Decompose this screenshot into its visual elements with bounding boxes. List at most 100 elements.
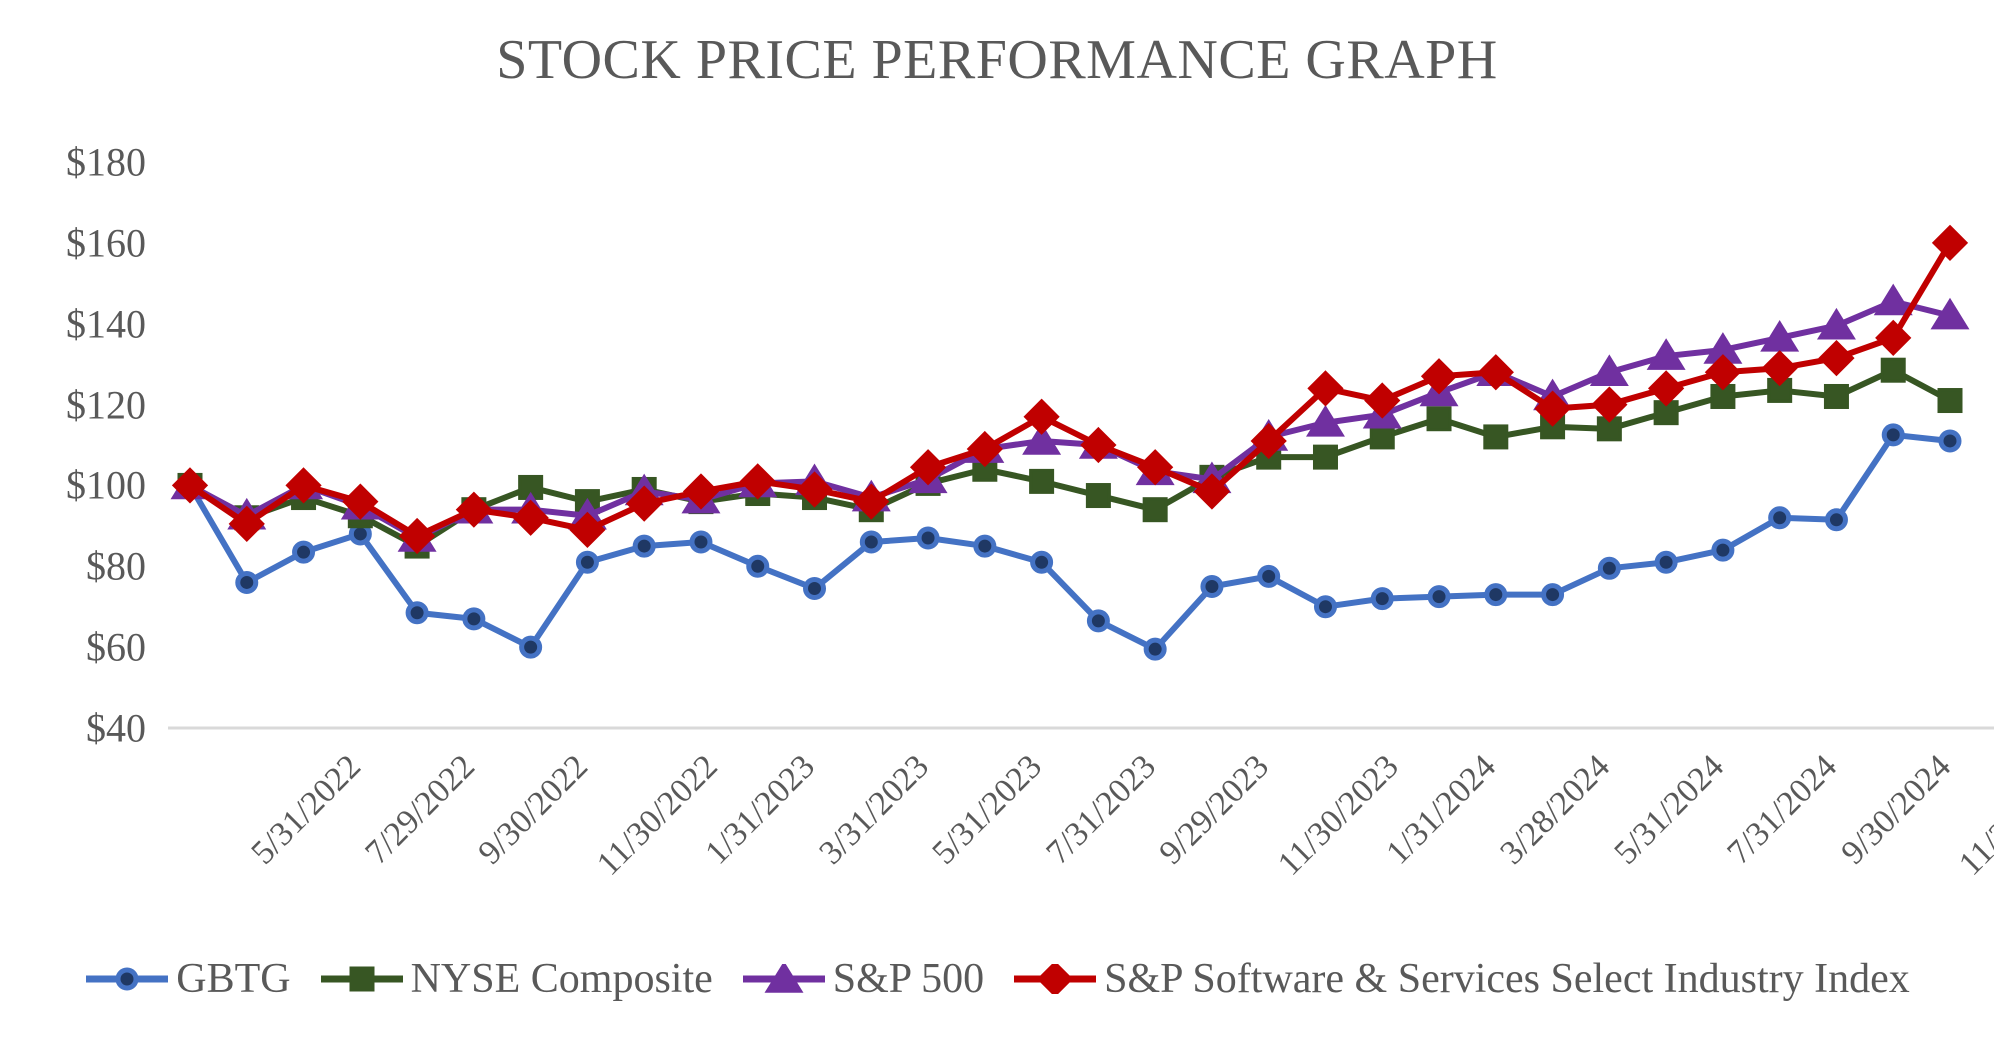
series-line [187, 239, 1953, 539]
page-title: STOCK PRICE PERFORMANCE GRAPH [496, 29, 1498, 91]
square-marker-icon [319, 964, 405, 994]
data-point-square-marker [1937, 388, 1963, 414]
data-point-diamond-marker [1193, 473, 1231, 510]
data-point-square-marker [1085, 483, 1111, 509]
legend-item-label: GBTG [176, 956, 291, 1002]
data-point-diamond-marker [1250, 422, 1287, 460]
data-point-triangle-marker [1646, 338, 1686, 370]
data-point-diamond-marker [398, 517, 436, 555]
data-point-diamond-marker [569, 511, 606, 549]
data-point-square-marker [1823, 383, 1849, 409]
legend-item-label: S&P Software & Services Select Industry … [1104, 956, 1910, 1002]
data-point-diamond-marker [1931, 224, 1969, 261]
data-point-circle-marker [405, 601, 429, 625]
y-axis-tick-label: $120 [66, 382, 146, 428]
data-point-diamond-marker [909, 449, 947, 486]
data-point-square-marker [1142, 497, 1168, 523]
data-point-diamond-marker [1364, 382, 1401, 419]
data-point-square-marker [349, 966, 375, 992]
data-point-triangle-marker [1305, 404, 1345, 437]
legend-item-1[interactable]: NYSE Composite [319, 955, 713, 1003]
data-point-square-marker [1369, 424, 1395, 450]
data-point-circle-marker [632, 534, 656, 558]
data-point-circle-marker [1768, 506, 1792, 530]
data-point-triangle-marker [1022, 423, 1062, 455]
data-point-diamond-marker [1023, 398, 1060, 435]
data-point-diamond-marker [1477, 354, 1514, 391]
data-point-diamond-marker [796, 471, 833, 508]
data-point-diamond-marker [1137, 449, 1174, 486]
data-point-circle-marker [462, 607, 486, 631]
data-point-diamond-marker [1307, 370, 1344, 407]
data-point-diamond-marker [1818, 339, 1855, 377]
series-3 [171, 224, 1969, 555]
data-point-diamond-marker [1761, 350, 1798, 387]
data-point-circle-marker [1313, 595, 1337, 619]
data-point-circle-marker [235, 570, 259, 594]
chart-plot-area [168, 224, 1994, 730]
data-point-square-marker [1880, 357, 1906, 383]
data-point-circle-marker [1824, 508, 1848, 532]
data-point-circle-marker [1143, 637, 1167, 661]
data-point-diamond-marker [1080, 426, 1117, 464]
data-point-diamond-marker [966, 430, 1003, 468]
data-point-triangle-marker [764, 961, 804, 993]
triangle-marker-icon [741, 961, 827, 994]
data-point-diamond-marker [342, 483, 379, 520]
data-point-diamond-marker [1534, 390, 1571, 427]
y-axis-tick-label: $100 [66, 462, 146, 508]
data-point-square-marker [1426, 406, 1452, 432]
data-point-diamond-marker [626, 485, 663, 522]
data-point-diamond-marker [1036, 960, 1074, 998]
data-point-diamond-marker [739, 463, 776, 500]
data-point-circle-marker [689, 530, 713, 554]
data-point-circle-marker [575, 550, 599, 574]
series-line [187, 298, 1953, 541]
data-point-circle-marker [519, 635, 543, 659]
data-point-circle-marker [1654, 550, 1678, 574]
circle-marker-icon [84, 964, 170, 994]
data-point-square-marker [1483, 424, 1509, 450]
legend-item-0[interactable]: GBTG [84, 955, 291, 1003]
data-point-circle-marker [1370, 587, 1394, 611]
data-point-circle-marker [1484, 583, 1508, 607]
y-axis-tick-label: $180 [66, 139, 146, 185]
data-point-triangle-marker [1589, 354, 1629, 387]
data-point-square-marker [1029, 468, 1055, 494]
data-point-diamond-marker [1875, 319, 1912, 356]
data-point-diamond-marker [1648, 370, 1685, 407]
data-point-circle-marker [1541, 583, 1565, 607]
data-point-circle-marker [1200, 575, 1224, 598]
data-point-circle-marker [1881, 423, 1905, 447]
data-point-diamond-marker [1704, 354, 1742, 391]
data-point-circle-marker [1030, 550, 1054, 574]
data-point-circle-marker [1711, 538, 1735, 562]
data-point-diamond-marker [285, 467, 322, 504]
data-point-circle-marker [859, 530, 883, 554]
y-axis-tick-label: $140 [66, 301, 146, 347]
data-point-circle-marker [916, 526, 940, 550]
data-point-circle-marker [1427, 585, 1451, 609]
chart-legend: GBTG NYSE Composite S&P 500 S&P Software & … [0, 955, 1994, 1003]
data-point-diamond-marker [853, 483, 890, 520]
y-axis-tick-label: $160 [66, 220, 146, 266]
legend-item-2[interactable]: S&P 500 [741, 955, 984, 1003]
data-point-diamond-marker [228, 505, 265, 542]
data-point-circle-marker [973, 534, 997, 558]
y-axis-tick-label: $80 [86, 543, 146, 589]
legend-item-3[interactable]: S&P Software & Services Select Industry … [1012, 955, 1910, 1003]
data-point-diamond-marker [455, 491, 492, 528]
data-point-diamond-marker [1420, 358, 1458, 395]
legend-item-label: S&P 500 [832, 956, 985, 1002]
series-line [187, 431, 1953, 653]
data-point-triangle-marker [1873, 283, 1913, 316]
diamond-marker-icon [1012, 960, 1098, 998]
series-0 [178, 423, 1962, 661]
data-point-diamond-marker [1591, 386, 1628, 423]
data-point-circle-marker [115, 967, 139, 991]
data-point-circle-marker [1938, 429, 1962, 453]
data-point-circle-marker [1257, 564, 1281, 588]
data-point-circle-marker [746, 554, 770, 578]
series-2 [170, 283, 1970, 552]
data-point-square-marker [1312, 444, 1338, 470]
